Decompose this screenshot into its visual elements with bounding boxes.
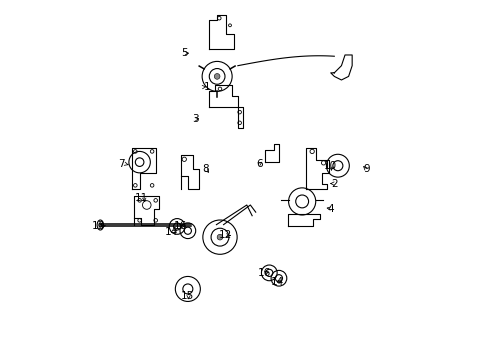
Text: 16: 16 (258, 268, 271, 278)
Text: 16: 16 (174, 221, 187, 231)
Text: 6: 6 (256, 159, 263, 169)
Text: 14: 14 (165, 227, 178, 237)
Text: 8: 8 (202, 164, 209, 174)
Text: 3: 3 (192, 114, 198, 124)
Text: 15: 15 (181, 291, 195, 301)
Text: 4: 4 (327, 203, 334, 213)
Circle shape (217, 234, 223, 240)
Text: 11: 11 (135, 193, 148, 203)
Circle shape (214, 73, 220, 79)
Text: 10: 10 (324, 161, 337, 171)
Text: 1: 1 (204, 82, 211, 92)
Text: 14: 14 (270, 277, 284, 287)
Text: 13: 13 (92, 221, 105, 231)
Text: 9: 9 (363, 164, 370, 174)
Text: 7: 7 (119, 159, 125, 169)
Text: 2: 2 (331, 179, 338, 189)
Text: 5: 5 (181, 48, 188, 58)
Text: 12: 12 (219, 230, 232, 240)
